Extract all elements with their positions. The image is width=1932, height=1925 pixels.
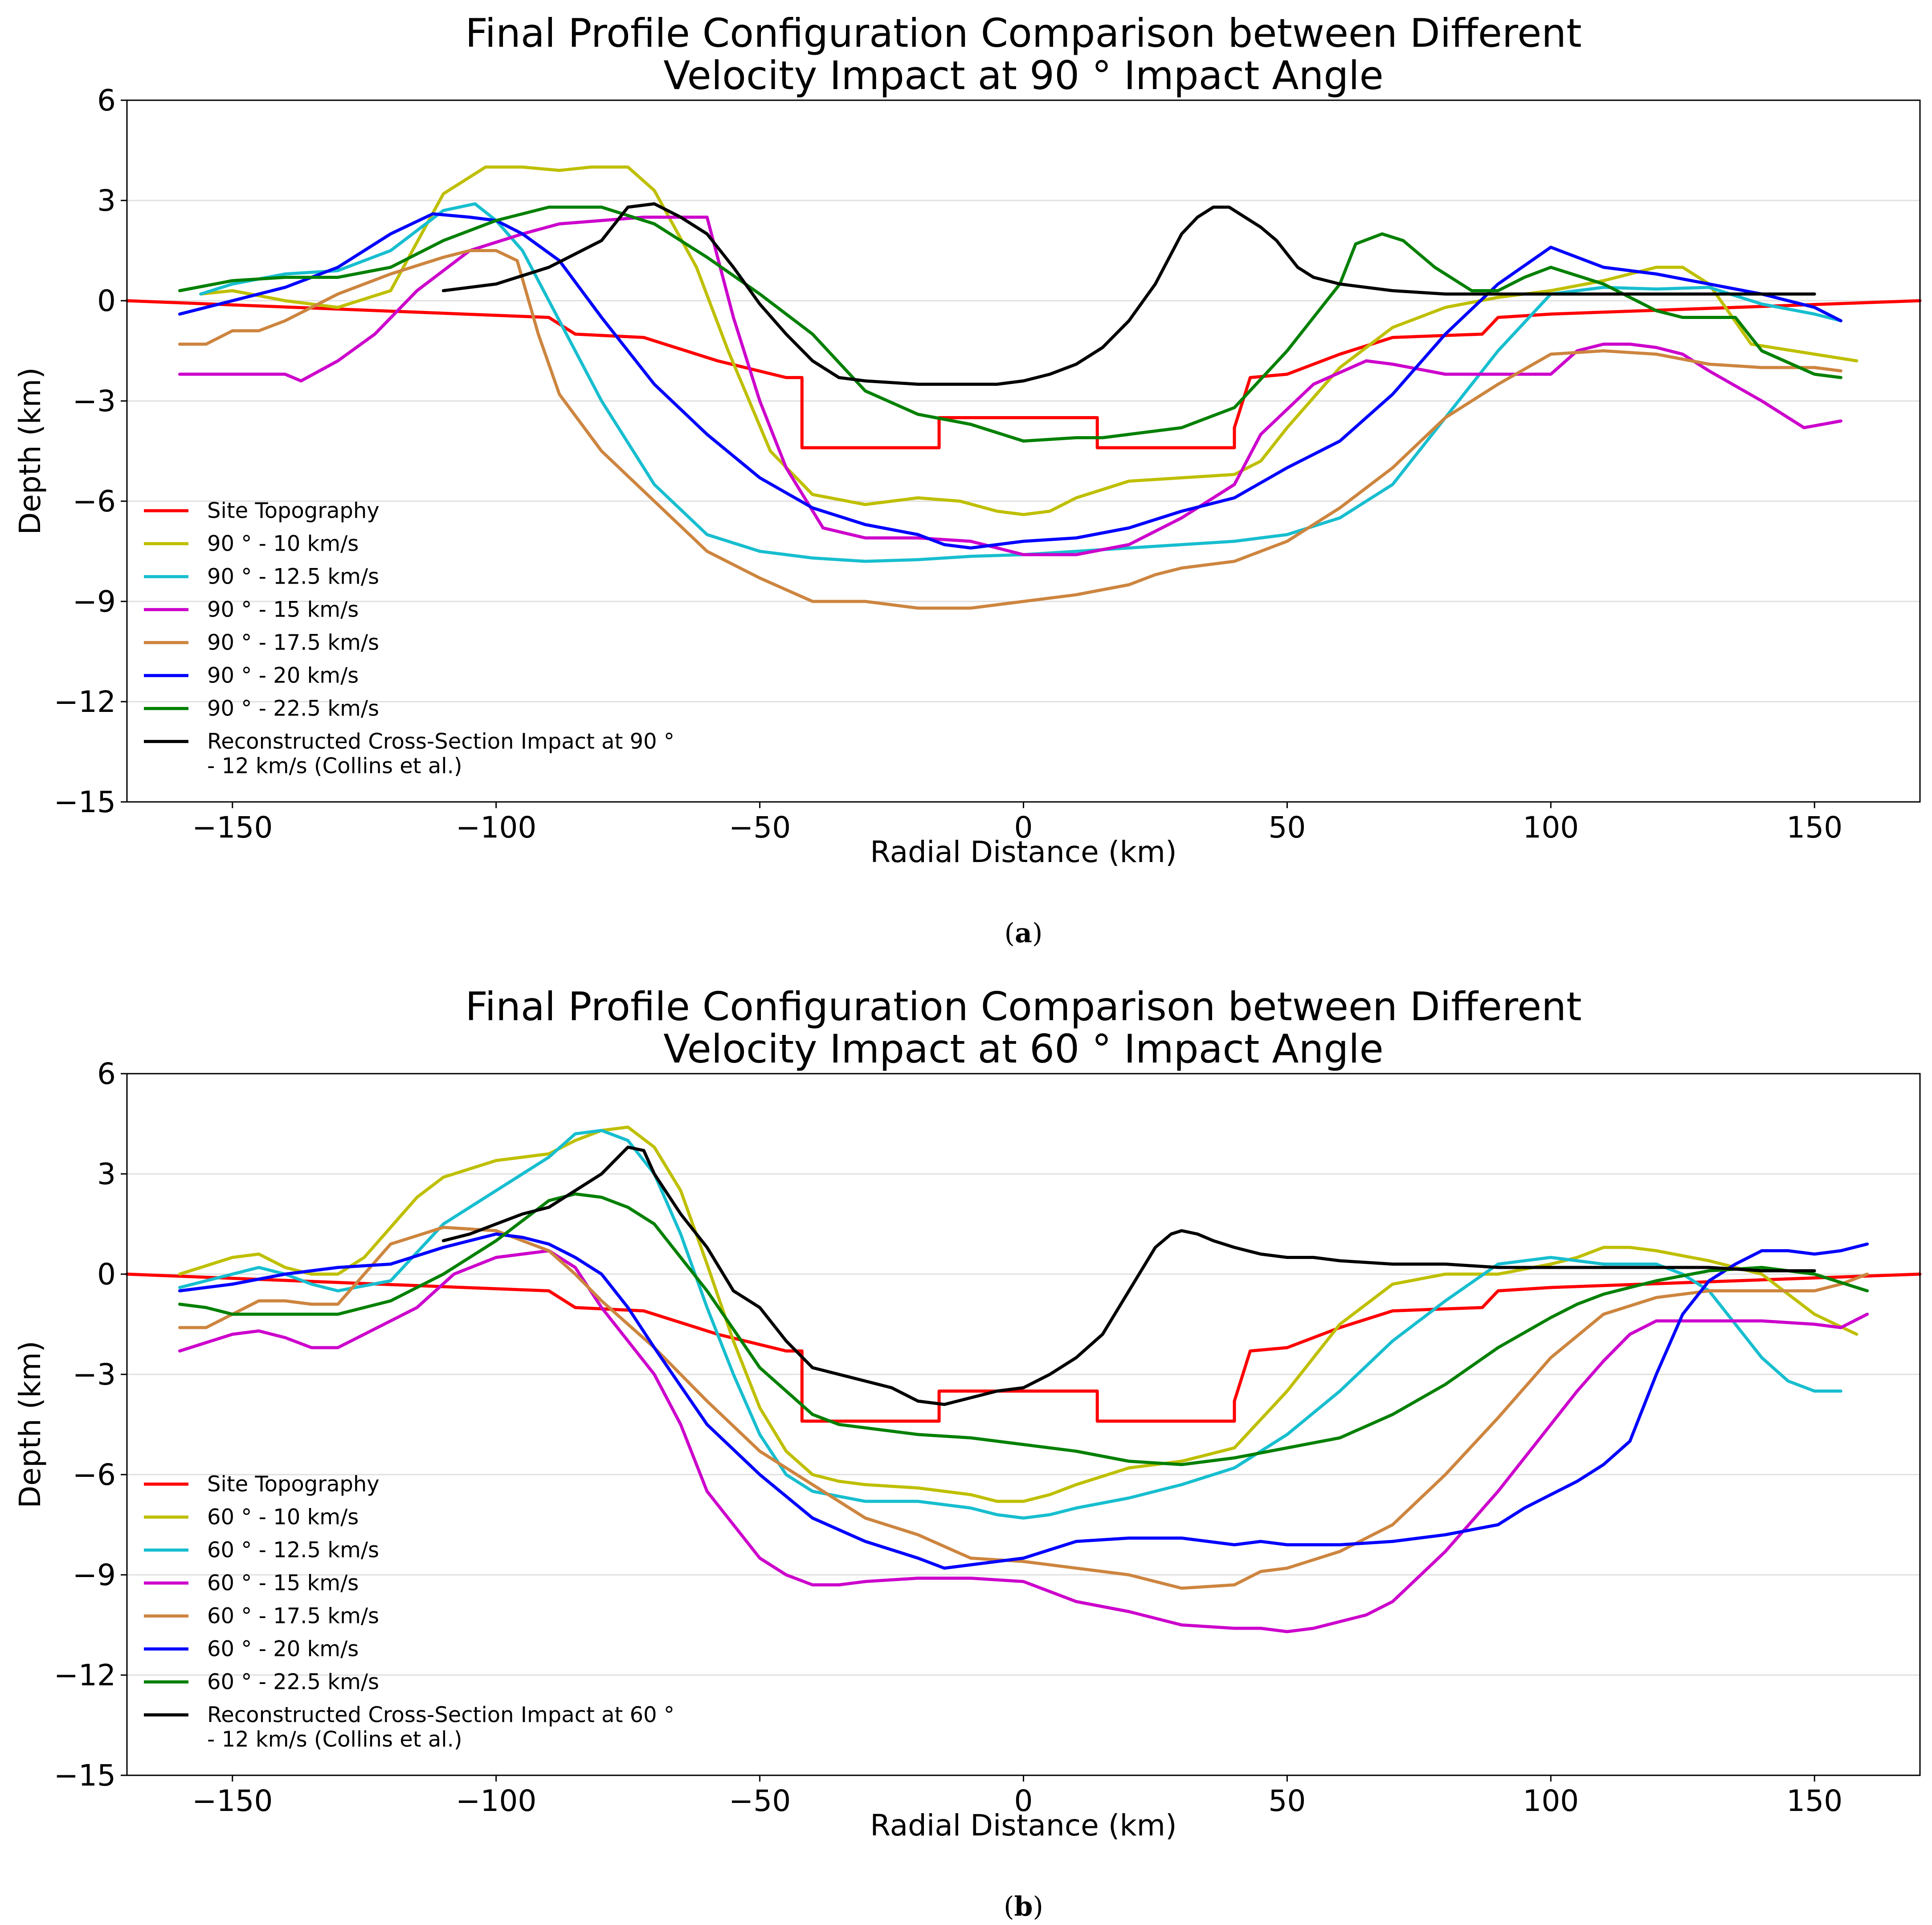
legend-label-reconstructed-cross-section-impact-at-60-12-km-s-collins-et-al: - 12 km/s (Collins et al.) bbox=[207, 1727, 462, 1752]
x-tick-label: −50 bbox=[729, 1784, 791, 1818]
series-line-site-topography bbox=[125, 299, 1922, 450]
y-tick-label: −12 bbox=[54, 685, 116, 719]
series-line-60-10-km-s bbox=[178, 1125, 1858, 1503]
legend-label-site-topography: Site Topography bbox=[207, 1471, 380, 1496]
legend-label-90-15-km-s: 90 ° - 15 km/s bbox=[207, 597, 359, 622]
legend-label-90-17-5-km-s: 90 ° - 17.5 km/s bbox=[207, 630, 379, 655]
x-tick-label: 0 bbox=[1014, 810, 1033, 845]
chart-title-line-1: Final Profile Configuration Comparison b… bbox=[465, 984, 1581, 1030]
series-line-90-17-5-km-s bbox=[178, 249, 1842, 610]
x-tick-label: 0 bbox=[1014, 1784, 1033, 1818]
legend-label-90-10-km-s: 90 ° - 10 km/s bbox=[207, 531, 359, 556]
x-tick-label: 100 bbox=[1523, 1784, 1579, 1818]
panel-label-open-paren: ( bbox=[1005, 918, 1015, 949]
panel-label: (a) bbox=[1005, 918, 1043, 949]
y-tick-label: −9 bbox=[73, 584, 116, 619]
y-tick-label: 0 bbox=[97, 1257, 116, 1292]
series-line-60-17-5-km-s bbox=[178, 1226, 1869, 1590]
y-tick-label: −15 bbox=[54, 785, 116, 819]
x-tick-label: −150 bbox=[192, 1784, 273, 1818]
y-tick-label: 6 bbox=[97, 83, 116, 118]
series-line-90-20-km-s bbox=[178, 212, 1842, 550]
legend-label-60-15-km-s: 60 ° - 15 km/s bbox=[207, 1570, 359, 1595]
legend-label-60-22-5-km-s: 60 ° - 22.5 km/s bbox=[207, 1669, 379, 1694]
series-line-60-22-5-km-s bbox=[178, 1192, 1869, 1466]
series-line-90-15-km-s bbox=[178, 216, 1842, 556]
x-tick-label: 100 bbox=[1523, 810, 1579, 845]
x-tick-label: −50 bbox=[729, 810, 791, 845]
legend-label-60-17-5-km-s: 60 ° - 17.5 km/s bbox=[207, 1603, 379, 1628]
x-axis-label: Radial Distance (km) bbox=[870, 1808, 1176, 1843]
y-tick-label: −9 bbox=[73, 1558, 116, 1592]
y-tick-label: −6 bbox=[73, 484, 116, 519]
x-tick-label: 150 bbox=[1786, 1784, 1842, 1818]
panel-label-open-paren: ( bbox=[1004, 1891, 1014, 1922]
x-tick-label: −150 bbox=[192, 810, 273, 845]
legend-label-60-20-km-s: 60 ° - 20 km/s bbox=[207, 1636, 359, 1661]
chart-title-line-2: Velocity Impact at 90 ° Impact Angle bbox=[663, 53, 1384, 98]
x-tick-label: −100 bbox=[456, 810, 536, 845]
series-line-60-15-km-s bbox=[178, 1249, 1869, 1633]
legend-label-90-12-5-km-s: 90 ° - 12.5 km/s bbox=[207, 564, 379, 589]
panel-label-letter: a bbox=[1015, 918, 1032, 949]
legend-label-90-20-km-s: 90 ° - 20 km/s bbox=[207, 663, 359, 688]
chart-title-line-1: Final Profile Configuration Comparison b… bbox=[465, 10, 1581, 56]
series-line-60-12-5-km-s bbox=[178, 1129, 1842, 1520]
y-tick-label: −6 bbox=[73, 1458, 116, 1492]
series-line-60-20-km-s bbox=[178, 1232, 1869, 1570]
series-line-90-10-km-s bbox=[199, 165, 1858, 516]
chart-title-line-2: Velocity Impact at 60 ° Impact Angle bbox=[663, 1026, 1384, 1072]
legend-label-60-12-5-km-s: 60 ° - 12.5 km/s bbox=[207, 1537, 379, 1562]
y-tick-label: −3 bbox=[73, 384, 116, 418]
y-tick-label: −15 bbox=[54, 1758, 116, 1793]
x-axis-label: Radial Distance (km) bbox=[870, 835, 1176, 869]
y-axis-label: Depth (km) bbox=[13, 367, 47, 535]
legend-label-site-topography: Site Topography bbox=[207, 498, 380, 523]
x-tick-label: 150 bbox=[1786, 810, 1842, 845]
y-axis-label: Depth (km) bbox=[13, 1341, 47, 1508]
chart-panel-b: Final Profile Configuration Comparison b… bbox=[13, 984, 1922, 1922]
legend-label-reconstructed-cross-section-impact-at-60-12-km-s-collins-et-al: Reconstructed Cross-Section Impact at 60… bbox=[207, 1702, 674, 1727]
series-line-site-topography bbox=[125, 1272, 1922, 1423]
panel-label-letter: b bbox=[1014, 1891, 1033, 1922]
y-tick-label: 6 bbox=[97, 1057, 116, 1091]
legend-label-reconstructed-cross-section-impact-at-90-12-km-s-collins-et-al: Reconstructed Cross-Section Impact at 90… bbox=[207, 729, 674, 754]
panel-label-close-paren: ) bbox=[1033, 1891, 1043, 1922]
x-tick-label: −100 bbox=[456, 1784, 536, 1818]
legend: Site Topography 90 ° - 10 km/s 90 ° - 12.5… bbox=[144, 498, 674, 778]
series-line-reconstructed-cross-section-impact-at-90-12-km-s-collins-et-al bbox=[441, 202, 1816, 386]
legend-label-60-10-km-s: 60 ° - 10 km/s bbox=[207, 1504, 359, 1529]
y-tick-label: 3 bbox=[97, 184, 116, 218]
series-line-reconstructed-cross-section-impact-at-60-12-km-s-collins-et-al bbox=[441, 1145, 1816, 1406]
panel-label-close-paren: ) bbox=[1032, 918, 1042, 949]
y-tick-label: −12 bbox=[54, 1658, 116, 1692]
legend-label-reconstructed-cross-section-impact-at-90-12-km-s-collins-et-al: - 12 km/s (Collins et al.) bbox=[207, 753, 462, 778]
legend-label-90-22-5-km-s: 90 ° - 22.5 km/s bbox=[207, 696, 379, 721]
y-tick-label: 3 bbox=[97, 1157, 116, 1191]
y-tick-label: 0 bbox=[97, 284, 116, 318]
panel-label: (b) bbox=[1004, 1891, 1043, 1922]
y-tick-label: −3 bbox=[73, 1357, 116, 1392]
legend: Site Topography 60 ° - 10 km/s 60 ° - 12.5… bbox=[144, 1471, 674, 1752]
x-tick-label: 50 bbox=[1268, 810, 1306, 845]
chart-panel-a: Final Profile Configuration Comparison b… bbox=[13, 10, 1922, 949]
x-tick-label: 50 bbox=[1268, 1784, 1306, 1818]
